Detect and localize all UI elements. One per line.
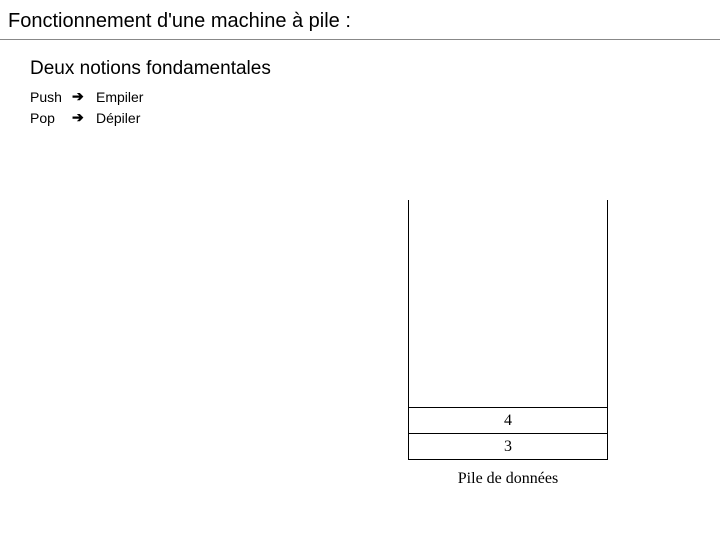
header: Fonctionnement d'une machine à pile : [0,0,720,40]
page-title: Fonctionnement d'une machine à pile : [8,10,712,33]
definition-row: Push ➔ Empiler [30,88,720,105]
stack-body: 4 3 [408,200,608,460]
definitions-list: Push ➔ Empiler Pop ➔ Dépiler [30,88,720,126]
content-area: Deux notions fondamentales Push ➔ Empile… [0,40,720,126]
subtitle: Deux notions fondamentales [30,58,720,80]
definition-term: Push [30,89,72,105]
arrow-icon: ➔ [72,88,96,105]
stack-label: Pile de données [408,470,608,488]
definition-term: Pop [30,110,72,126]
definition-row: Pop ➔ Dépiler [30,109,720,126]
arrow-icon: ➔ [72,109,96,126]
stack-cell: 4 [409,407,607,433]
stack-diagram: 4 3 Pile de données [408,200,608,488]
definition-meaning: Empiler [96,89,143,105]
stack-cell: 3 [409,433,607,459]
definition-meaning: Dépiler [96,110,140,126]
